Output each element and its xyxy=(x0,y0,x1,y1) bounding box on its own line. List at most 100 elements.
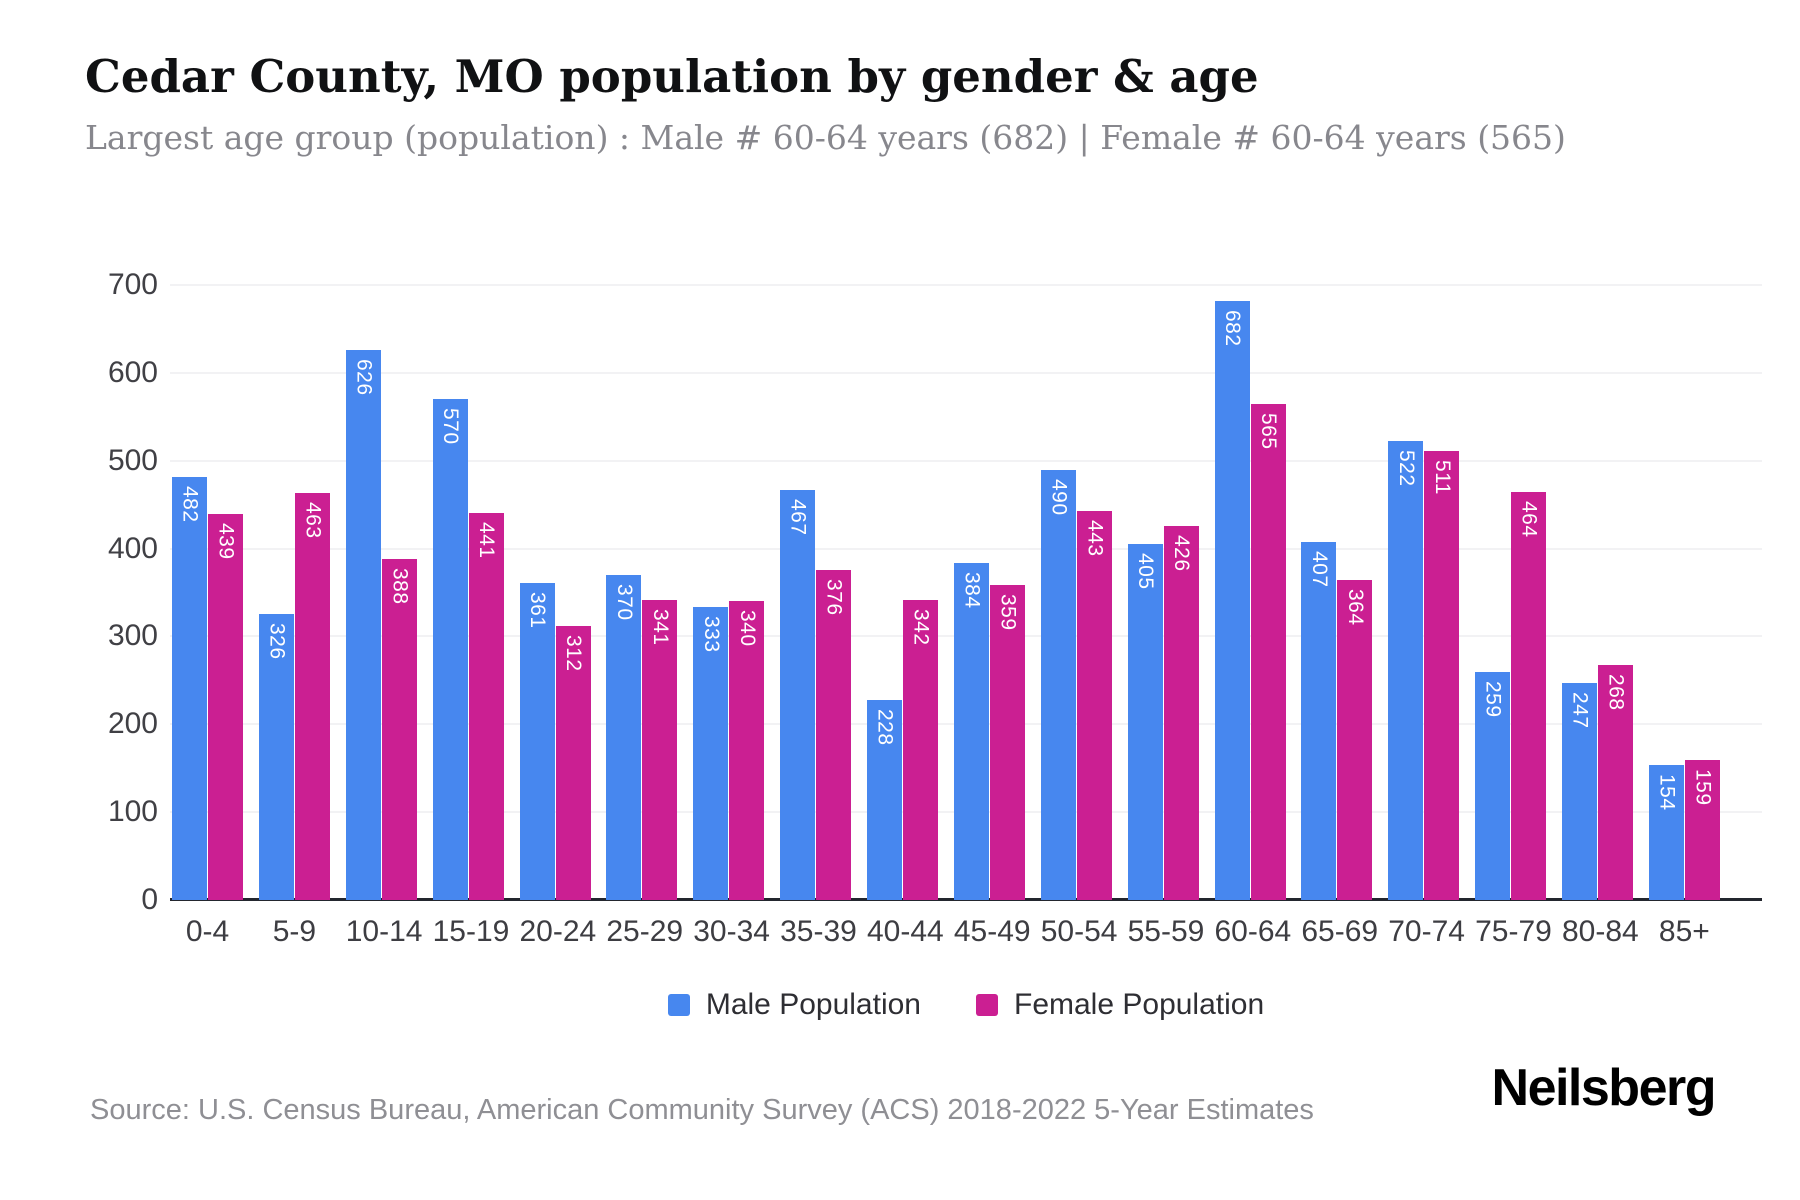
bar-male-80-84[interactable]: 247 xyxy=(1562,683,1597,900)
bar-value-label: 439 xyxy=(214,523,238,560)
bar-group-55-59: 405 426 xyxy=(1127,285,1199,900)
bar-value-label: 341 xyxy=(648,609,672,646)
bar-group-5-9: 326 463 xyxy=(258,285,330,900)
bar-value-label: 388 xyxy=(388,568,412,605)
bar-group-35-39: 467 376 xyxy=(780,285,852,900)
bar-group-85+: 154 159 xyxy=(1648,285,1720,900)
bar-male-0-4[interactable]: 482 xyxy=(172,476,207,900)
bar-group-60-64: 682 565 xyxy=(1214,285,1286,900)
bar-value-label: 259 xyxy=(1481,681,1505,718)
bar-female-55-59[interactable]: 426 xyxy=(1163,525,1199,900)
bar-female-25-29[interactable]: 341 xyxy=(642,600,678,900)
legend-label: Female Population xyxy=(1014,988,1265,1021)
bar-female-50-54[interactable]: 443 xyxy=(1076,510,1112,900)
bar-value-label: 407 xyxy=(1307,551,1331,588)
bar-female-60-64[interactable]: 565 xyxy=(1250,403,1286,900)
y-axis-tick-label: 0 xyxy=(141,883,158,916)
bar-male-35-39[interactable]: 467 xyxy=(780,489,816,900)
bar-value-label: 441 xyxy=(475,521,499,559)
plot-area: 482 439 326 463 626 388 570 441 361 312 370 341 333 3… xyxy=(170,284,1762,901)
page-subtitle: Largest age group (population) : Male # … xyxy=(85,118,1566,157)
bar-male-55-59[interactable]: 405 xyxy=(1127,544,1163,900)
bar-value-label: 326 xyxy=(265,622,289,660)
legend-swatch xyxy=(976,994,998,1016)
bar-male-60-64[interactable]: 682 xyxy=(1214,300,1250,900)
bar-female-65-69[interactable]: 364 xyxy=(1337,580,1373,900)
gridline-400 xyxy=(170,547,1762,550)
bar-value-label: 405 xyxy=(1134,553,1158,590)
bar-value-label: 342 xyxy=(909,608,933,646)
x-axis-label-30-34: 30-34 xyxy=(693,915,770,948)
legend-item-male[interactable]: Male Population xyxy=(667,988,921,1022)
bar-male-10-14[interactable]: 626 xyxy=(345,350,381,900)
y-axis-tick-label: 700 xyxy=(107,268,158,301)
bar-female-85+[interactable]: 159 xyxy=(1684,760,1720,900)
bar-group-75-79: 259 464 xyxy=(1475,285,1547,900)
bar-male-40-44[interactable]: 228 xyxy=(867,699,902,900)
legend-item-female[interactable]: Female Population xyxy=(976,988,1264,1022)
x-axis-label-35-39: 35-39 xyxy=(780,915,857,948)
x-axis-label-45-49: 45-49 xyxy=(953,915,1031,948)
x-axis-label-25-29: 25-29 xyxy=(606,915,684,948)
bar-female-10-14[interactable]: 388 xyxy=(381,559,417,900)
bar-female-35-39[interactable]: 376 xyxy=(816,569,852,900)
bar-value-label: 364 xyxy=(1343,589,1367,626)
legend-swatch xyxy=(667,994,690,1016)
bar-value-label: 333 xyxy=(699,616,723,653)
bar-female-5-9[interactable]: 463 xyxy=(294,493,330,900)
bar-male-30-34[interactable]: 333 xyxy=(693,607,729,900)
y-axis-labels: 0 100 200 300 400 500 600 700 xyxy=(40,268,158,916)
bar-female-40-44[interactable]: 342 xyxy=(903,599,938,900)
bar-group-45-49: 384 359 xyxy=(953,285,1025,900)
bar-female-70-74[interactable]: 511 xyxy=(1424,451,1460,900)
bar-female-15-19[interactable]: 441 xyxy=(468,512,504,900)
bar-value-label: 370 xyxy=(612,583,636,621)
bar-female-20-24[interactable]: 312 xyxy=(555,625,591,900)
bar-female-45-49[interactable]: 359 xyxy=(989,584,1025,900)
bar-male-50-54[interactable]: 490 xyxy=(1040,469,1076,900)
bar-male-70-74[interactable]: 522 xyxy=(1388,441,1424,900)
legend: Male Population Female Population xyxy=(170,988,1762,1022)
bar-value-label: 361 xyxy=(526,591,549,629)
bar-value-label: 312 xyxy=(562,634,585,672)
bar-group-0-4: 482 439 xyxy=(172,285,243,900)
y-axis-tick-label: 300 xyxy=(107,619,158,653)
bar-group-40-44: 228 342 xyxy=(867,285,938,900)
x-axis-label-80-84: 80-84 xyxy=(1562,915,1639,948)
x-axis-label-60-64: 60-64 xyxy=(1214,915,1292,948)
bar-group-70-74: 522 511 xyxy=(1388,285,1460,900)
x-axis-label-0-4: 0-4 xyxy=(185,915,230,948)
y-axis-tick-label: 200 xyxy=(107,707,158,741)
bar-female-30-34[interactable]: 340 xyxy=(729,601,765,900)
x-axis-label-65-69: 65-69 xyxy=(1301,915,1379,948)
bar-group-10-14: 626 388 xyxy=(345,285,417,900)
bar-value-label: 467 xyxy=(786,498,810,536)
bar-male-15-19[interactable]: 570 xyxy=(432,399,468,900)
legend-label: Male Population xyxy=(705,988,921,1021)
y-axis-tick-label: 100 xyxy=(107,795,158,829)
bar-value-label: 426 xyxy=(1170,534,1194,572)
bar-male-85+[interactable]: 154 xyxy=(1648,764,1684,900)
bar-male-20-24[interactable]: 361 xyxy=(519,582,555,900)
x-axis-label-20-24: 20-24 xyxy=(519,915,597,948)
x-axis-label-70-74: 70-74 xyxy=(1388,915,1465,948)
bar-female-75-79[interactable]: 464 xyxy=(1511,492,1547,900)
bar-male-25-29[interactable]: 370 xyxy=(606,574,642,900)
bar-value-label: 268 xyxy=(1604,673,1628,711)
bar-value-label: 565 xyxy=(1257,412,1280,450)
x-axis-label-50-54: 50-54 xyxy=(1040,915,1118,948)
bar-male-5-9[interactable]: 326 xyxy=(258,613,294,900)
x-axis-label-75-79: 75-79 xyxy=(1475,915,1552,948)
gridline-600 xyxy=(170,371,1762,374)
bar-value-label: 384 xyxy=(960,571,984,609)
bar-female-0-4[interactable]: 439 xyxy=(208,514,243,900)
bar-group-20-24: 361 312 xyxy=(519,285,591,900)
x-axis-labels: 0-4 5-9 10-14 15-19 20-24 25-29 30-34 35-39 40-4… xyxy=(172,915,1720,949)
brand-logo: Neilsberg xyxy=(1491,1059,1717,1117)
x-axis-label-10-14: 10-14 xyxy=(345,915,423,948)
bar-male-75-79[interactable]: 259 xyxy=(1475,672,1511,900)
bar-male-45-49[interactable]: 384 xyxy=(953,562,989,900)
bar-male-65-69[interactable]: 407 xyxy=(1301,542,1337,900)
bar-value-label: 490 xyxy=(1047,478,1071,516)
bar-female-80-84[interactable]: 268 xyxy=(1598,664,1633,900)
